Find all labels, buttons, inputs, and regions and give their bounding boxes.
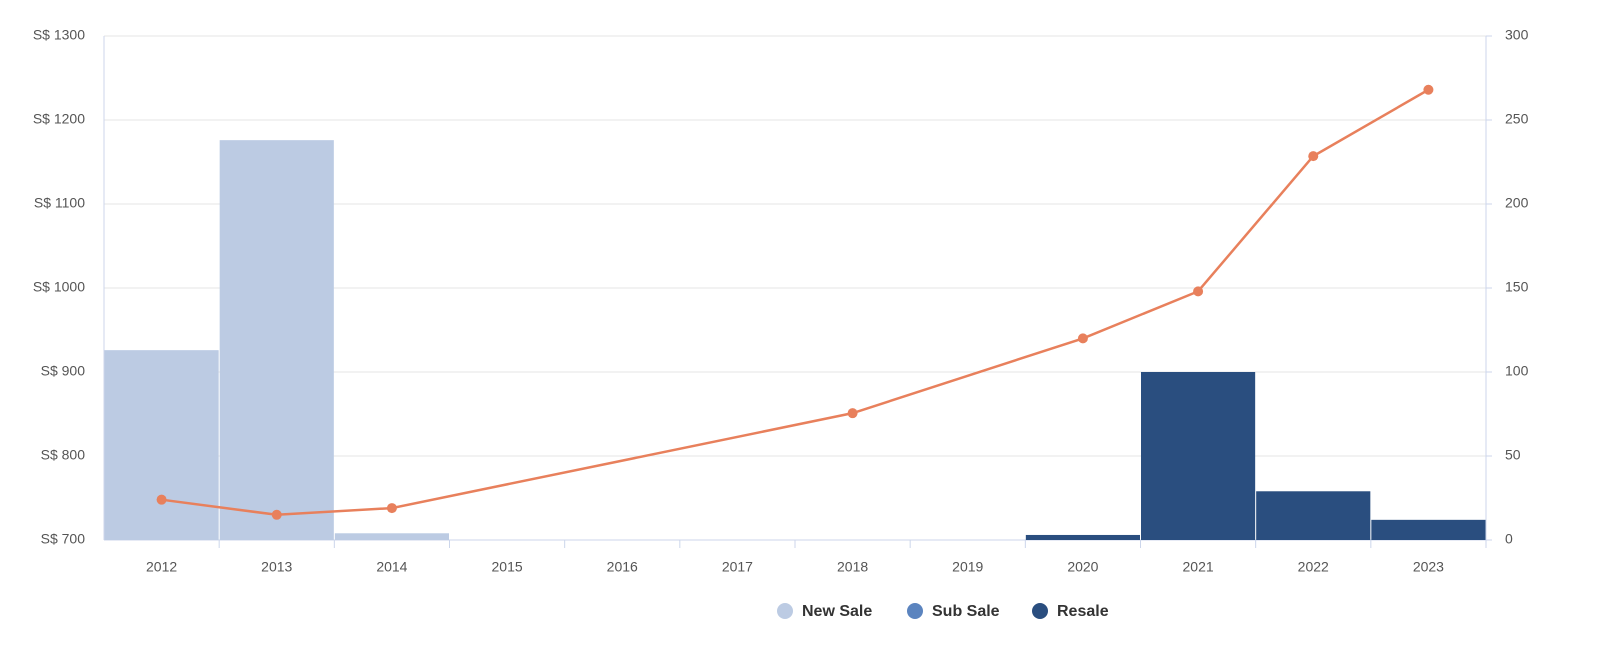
x-tick-label: 2022 [1298,559,1329,575]
y2-tick-label: 250 [1505,111,1529,127]
y-tick-label: S$ 1000 [33,279,85,295]
x-tick-label: 2021 [1183,559,1214,575]
legend-marker [907,603,923,619]
y2-tick-label: 100 [1505,363,1529,379]
x-tick-label: 2015 [492,559,523,575]
legend-label: New Sale [802,603,872,620]
line-point [1193,286,1204,297]
line-point [847,408,858,419]
y-tick-label: S$ 800 [41,447,86,463]
bar [1141,372,1256,540]
x-tick-label: 2017 [722,559,753,575]
x-tick-label: 2019 [952,559,983,575]
line-point [1077,333,1088,344]
y2-tick-label: 300 [1505,27,1529,43]
x-tick-label: 2023 [1413,559,1444,575]
line-point [156,494,167,505]
legend-label: Resale [1057,603,1109,620]
line-point [1423,84,1434,95]
y-tick-label: S$ 1300 [33,27,85,43]
legend-item[interactable]: Sub Sale [907,603,1000,620]
x-tick-label: 2013 [261,559,292,575]
legend-item[interactable]: Resale [1032,603,1109,620]
x-tick-label: 2018 [837,559,868,575]
y-tick-label: S$ 700 [41,531,86,547]
x-tick-label: 2020 [1067,559,1098,575]
line-point [386,503,397,514]
bar [1025,534,1140,540]
y2-tick-label: 50 [1505,447,1521,463]
bar [1256,491,1371,540]
y-tick-label: S$ 900 [41,363,86,379]
y-tick-label: S$ 1200 [33,111,85,127]
x-tick-label: 2012 [146,559,177,575]
y2-tick-label: 200 [1505,195,1529,211]
y2-tick-label: 0 [1505,531,1513,547]
legend-item[interactable]: New Sale [777,603,872,620]
x-tick-label: 2014 [376,559,407,575]
y2-tick-label: 150 [1505,279,1529,295]
price-line [161,88,1430,517]
bar [334,533,449,540]
y-tick-label: S$ 1100 [34,195,85,211]
line-point [271,509,282,520]
legend-marker [777,603,793,619]
x-tick-label: 2016 [607,559,638,575]
legend-label: Sub Sale [932,603,1000,620]
bar [219,140,334,540]
line-point [1308,151,1319,162]
bar [104,350,219,540]
legend-marker [1032,603,1048,619]
bar [1371,519,1486,540]
